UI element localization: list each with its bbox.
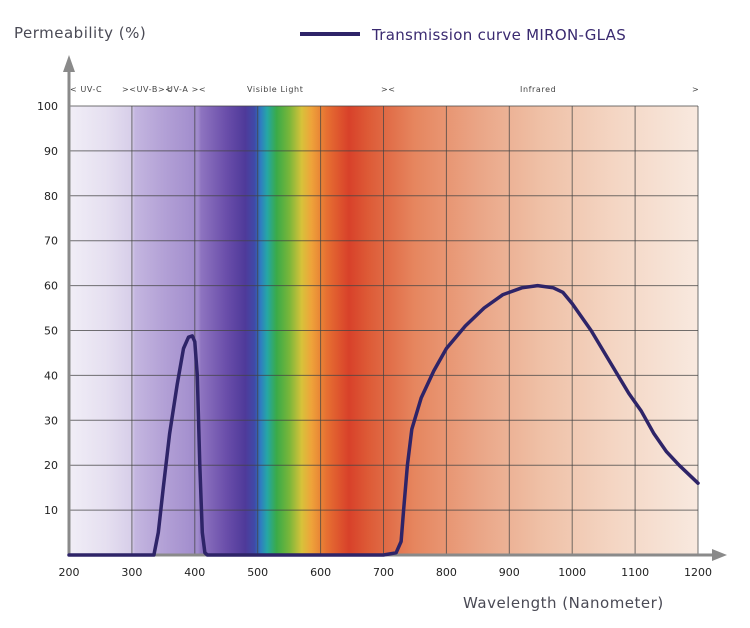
y-tick-label: 40 [44,369,58,382]
y-tick-label: 50 [44,325,58,338]
x-tick-label: 200 [59,566,80,579]
transmission-curve-line [67,283,700,557]
y-tick-label: 100 [37,100,58,113]
band-label-infrared: Infrared [520,85,556,94]
x-tick-label: 500 [247,566,268,579]
band-label-uva: UV-A >< [167,85,206,94]
band-label-visible-end: >< [381,85,396,94]
x-tick-label: 400 [184,566,205,579]
x-tick-label: 1000 [558,566,586,579]
band-label-infrared-end: > [692,85,699,94]
y-axis-arrow [63,55,75,72]
band-label-uvb: ><UV-B>< [122,85,173,94]
x-axis-label: Wavelength (Nanometer) [463,594,664,612]
y-tick-label: 20 [44,459,58,472]
x-tick-label: 1100 [621,566,649,579]
x-tick-labels: 200 300 400 500 600 700 800 900 1000 1100 1200 [59,566,713,579]
band-label-uvc: < UV-C [70,85,102,94]
x-tick-label: 900 [499,566,520,579]
x-axis-arrow [712,549,727,561]
y-tick-label: 30 [44,414,58,427]
y-tick-label: 90 [44,145,58,158]
y-tick-label: 80 [44,190,58,203]
y-tick-label: 10 [44,504,58,517]
band-label-visible: Visible Light [247,85,303,94]
x-tick-label: 800 [436,566,457,579]
y-tick-label: 70 [44,235,58,248]
x-tick-label: 600 [310,566,331,579]
y-tick-label: 60 [44,280,58,293]
y-axis-label: Permeability (%) [14,24,146,42]
x-tick-label: 700 [373,566,394,579]
x-tick-label: 300 [121,566,142,579]
y-tick-labels: 10 20 30 40 50 60 70 80 90 100 [37,100,58,517]
legend-label: Transmission curve MIRON-GLAS [371,26,626,44]
x-tick-label: 1200 [684,566,712,579]
grid [69,105,699,555]
